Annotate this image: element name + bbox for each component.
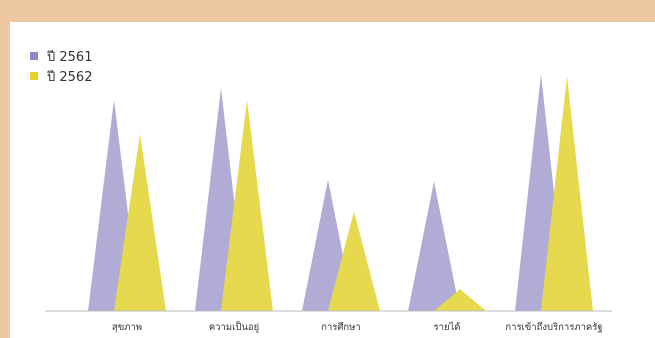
category-label-2: การศึกษา bbox=[321, 322, 361, 333]
legend-item-2562: ปี 2562 bbox=[30, 66, 92, 86]
legend-item-2561: ปี 2561 bbox=[30, 46, 92, 66]
peak-2562-3 bbox=[434, 289, 486, 311]
peak-2562-4 bbox=[541, 75, 593, 311]
peak-2562-0 bbox=[114, 133, 166, 311]
peak-2562-2 bbox=[328, 211, 380, 311]
category-label-0: สุขภาพ bbox=[112, 322, 142, 333]
category-label-4: การเข้าถึงบริการภาครัฐ bbox=[505, 322, 602, 333]
legend-swatch-2561 bbox=[30, 52, 38, 60]
peak-2562-1 bbox=[221, 99, 273, 311]
legend-label-2561: ปี 2561 bbox=[47, 49, 93, 65]
peak-2561-3 bbox=[408, 181, 460, 311]
category-label-3: รายได้ bbox=[434, 321, 461, 333]
category-label-1: ความเป็นอยู่ bbox=[209, 320, 259, 333]
legend-swatch-2562 bbox=[30, 72, 38, 80]
legend-label-2562: ปี 2562 bbox=[47, 69, 93, 85]
legend: ปี 2561 ปี 2562 bbox=[30, 46, 92, 86]
